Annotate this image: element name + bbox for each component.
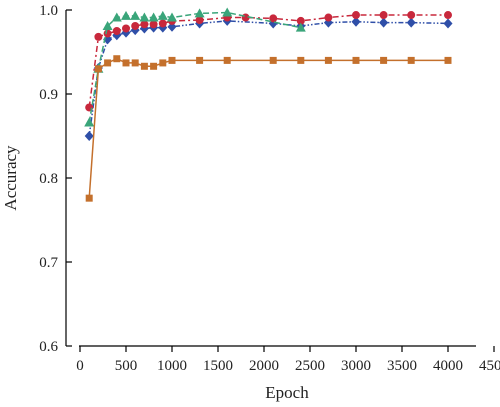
x-axis-title: Epoch <box>265 383 309 402</box>
data-point <box>84 117 95 127</box>
data-point <box>194 8 205 18</box>
data-point <box>121 10 131 20</box>
y-tick-label: 0.7 <box>39 255 58 271</box>
x-tick-label: 1500 <box>203 358 233 374</box>
data-point <box>94 65 102 73</box>
data-point <box>379 17 389 28</box>
data-point <box>352 56 360 64</box>
x-tick-label: 500 <box>115 358 138 374</box>
x-tick-label: 2500 <box>295 358 325 374</box>
data-point <box>157 10 168 20</box>
series-1 <box>84 15 453 141</box>
data-point <box>324 56 332 64</box>
series-line <box>88 57 448 199</box>
data-point <box>148 12 159 22</box>
data-point <box>150 62 158 70</box>
data-point <box>223 56 231 64</box>
x-tick-label: 1000 <box>157 358 187 374</box>
x-tick-label: 3000 <box>341 358 371 374</box>
y-tick-label: 0.8 <box>39 171 58 187</box>
data-point <box>140 62 148 70</box>
series-2 <box>85 11 452 112</box>
data-point <box>352 11 360 20</box>
data-point <box>131 59 139 67</box>
data-point <box>167 12 177 22</box>
data-point <box>269 56 277 64</box>
x-tick-label: 0 <box>76 358 84 374</box>
y-tick-label: 0.6 <box>39 339 58 355</box>
data-point <box>131 21 140 30</box>
data-point <box>103 34 113 45</box>
data-point <box>104 59 112 67</box>
data-point <box>324 13 333 22</box>
data-point <box>113 55 121 63</box>
data-point <box>122 24 130 33</box>
data-point <box>103 29 112 38</box>
data-point <box>380 56 388 64</box>
data-point <box>159 59 167 67</box>
data-point <box>84 131 94 141</box>
data-point <box>269 14 278 23</box>
data-point <box>297 56 305 64</box>
data-point <box>222 7 233 17</box>
data-point <box>167 21 177 32</box>
data-point <box>102 20 113 30</box>
x-tick-label: 2000 <box>249 358 279 374</box>
data-point <box>111 12 122 22</box>
series-line <box>88 11 301 123</box>
y-ticks: 0.6 0.7 0.8 0.9 1.0 <box>39 3 72 355</box>
data-point <box>85 194 93 202</box>
series-4 <box>85 55 452 202</box>
data-point <box>94 32 103 41</box>
data-point <box>444 11 452 20</box>
series-line <box>88 14 448 108</box>
data-point <box>140 20 149 29</box>
y-tick-label: 0.9 <box>39 87 58 103</box>
data-point <box>296 16 305 25</box>
data-point <box>351 16 361 27</box>
data-point <box>444 56 452 64</box>
data-point <box>139 12 150 22</box>
x-tick-label: 3500 <box>387 358 417 374</box>
data-point <box>149 20 158 29</box>
data-point <box>158 19 167 28</box>
x-tick-label: 4000 <box>433 358 463 374</box>
y-tick-label: 1.0 <box>39 3 58 19</box>
data-point <box>379 11 388 20</box>
data-point <box>122 59 130 67</box>
data-point <box>168 56 176 64</box>
data-point <box>407 56 415 64</box>
series-line <box>88 20 449 137</box>
data-point <box>196 56 204 64</box>
data-point <box>130 10 141 20</box>
data-point <box>195 16 204 25</box>
data-point <box>406 17 416 28</box>
data-point <box>295 22 306 32</box>
data-point <box>443 18 453 29</box>
series-group <box>84 7 453 202</box>
data-point <box>112 27 121 35</box>
y-axis-title: Accuracy <box>1 145 20 211</box>
series-3 <box>84 7 306 127</box>
data-point <box>407 11 416 20</box>
